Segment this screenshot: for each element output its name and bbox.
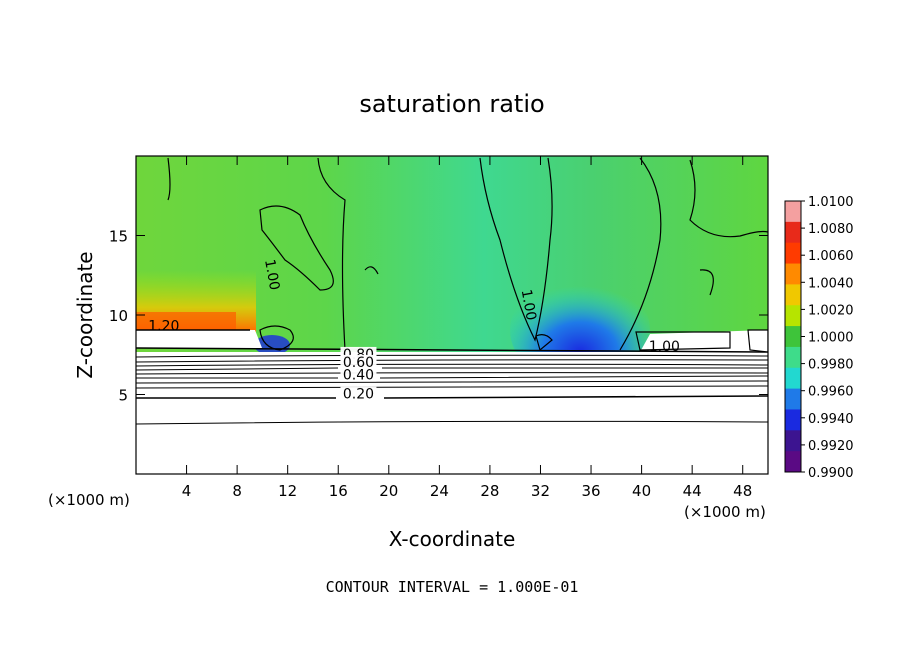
colorbar-swatch [785,201,801,223]
x-tick-label: 32 [531,482,550,500]
contour-label-bg [340,367,377,382]
x-unit-label-right: (×1000 m) [684,503,766,521]
x-axis-ticks: 4 8 12 16 20 24 28 32 36 40 44 48 [182,156,752,500]
contour-label: 1.00 [649,339,680,355]
colorbar-label: 1.0100 [808,195,854,210]
colorbar-swatch [785,263,801,285]
y-tick-label: 15 [109,228,128,246]
plot-area: 1.201.001.001.000.800.600.400.20 [136,156,768,474]
colorbar-swatch [785,242,801,265]
colorbar: 1.0100 1.0080 1.0060 1.0040 1.0020 1.0000 0.99… [784,195,854,481]
y-axis-ticks: 5 10 15 [109,228,768,405]
colorbar-label: 0.9920 [808,439,854,454]
contour-label: 0.60 [343,355,374,371]
colorbar-swatch [785,284,801,306]
x-tick-label: 28 [480,482,499,500]
y-tick-label: 10 [109,307,128,325]
colorbar-swatch [785,409,801,431]
field-lower [136,352,768,474]
colorbar-label: 1.0000 [808,331,854,346]
contour-label: 1.00 [261,258,282,291]
colorbar-label: 0.9940 [808,412,854,427]
contour-label-bg [340,386,377,401]
cloud-gap-left [136,330,262,348]
colorbar-swatch [785,346,801,369]
x-tick-label: 44 [683,482,702,500]
colorbar-swatch [785,367,801,390]
y-axis-label: Z-coordinate [73,251,97,378]
colorbar-label: 0.9980 [808,358,854,373]
colorbar-label: 0.9960 [808,385,854,400]
contour-label: 0.20 [343,387,374,403]
colorbar-swatch [785,221,801,244]
x-axis-label: X-coordinate [389,527,516,551]
contour-label: 1.00 [518,288,539,321]
x-tick-label: 12 [278,482,297,500]
colorbar-label: 0.9900 [808,466,854,481]
x-unit-label: (×1000 m) [48,491,130,509]
colorbar-label: 1.0020 [808,303,854,318]
colorbar-swatch [785,451,801,473]
warm-band-left-core [136,312,236,330]
x-tick-label: 20 [379,482,398,500]
x-tick-label: 48 [733,482,752,500]
colorbar-label: 1.0080 [808,222,854,237]
contour-label-bg [340,354,377,369]
contour-interval-note: CONTOUR INTERVAL = 1.000E-01 [326,578,579,596]
y-tick-label: 5 [118,387,128,405]
x-tick-label: 40 [632,482,651,500]
x-tick-label: 4 [182,482,192,500]
contour-labels: 1.201.001.001.000.800.600.400.20 [148,258,680,403]
x-tick-label: 8 [232,482,242,500]
x-tick-label: 36 [581,482,600,500]
contour-label: 1.20 [148,318,179,334]
colorbar-swatch [785,305,801,327]
colorbar-swatch [785,430,801,452]
colorbar-swatch [785,388,801,410]
cloud-gap-right [640,330,768,352]
colorbar-swatch [785,326,801,348]
colorbar-label: 1.0060 [808,249,854,264]
x-tick-label: 16 [329,482,348,500]
contour-lines [136,157,768,425]
contour-label: 0.40 [343,368,374,384]
colorbar-label: 1.0040 [808,276,854,291]
x-tick-label: 24 [430,482,449,500]
chart-title: saturation ratio [359,90,544,118]
